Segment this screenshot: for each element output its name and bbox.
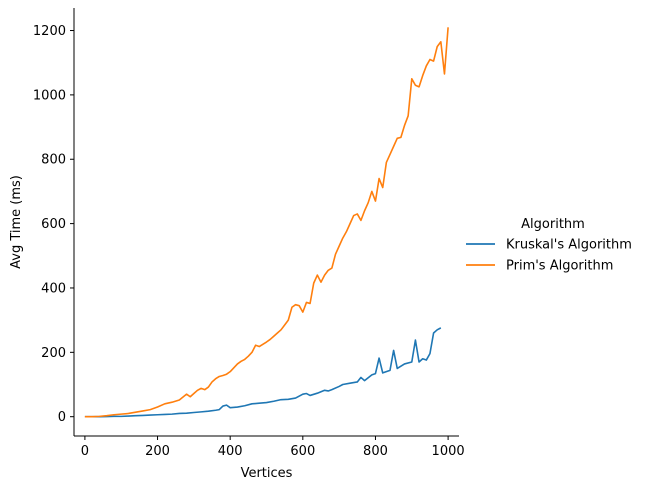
y-axis-title: Avg Time (ms) xyxy=(9,175,24,269)
legend-items: Kruskal's Algorithm Prim's Algorithm xyxy=(466,238,632,274)
series-line-0 xyxy=(84,327,442,418)
legend-title: Algorithm xyxy=(521,217,585,232)
x-tick-label: 200 xyxy=(145,444,170,459)
y-tick-label: 1200 xyxy=(33,24,66,39)
x-ticks: 0 200 400 600 800 1000 xyxy=(81,436,465,459)
x-tick-label: 400 xyxy=(218,444,243,459)
y-tick-label: 800 xyxy=(41,153,66,168)
x-axis-title: Vertices xyxy=(241,466,293,481)
y-tick-label: 1000 xyxy=(33,88,66,103)
legend-label-0: Kruskal's Algorithm xyxy=(506,238,632,253)
x-tick-label: 0 xyxy=(81,444,89,459)
y-tick-label: 0 xyxy=(58,410,66,425)
y-tick-label: 400 xyxy=(41,281,66,296)
y-ticks: 0 200 400 600 800 1000 1200 xyxy=(33,24,74,425)
x-tick-label: 600 xyxy=(290,444,315,459)
legend: Algorithm Kruskal's Algorithm Prim's Algo… xyxy=(466,217,632,274)
y-tick-label: 200 xyxy=(41,346,66,361)
y-tick-label: 600 xyxy=(41,217,66,232)
plot-area: 0 200 400 600 800 1000 1200 0 200 400 600 800 1000 xyxy=(33,8,465,459)
series-line-1 xyxy=(84,27,449,418)
series-lines xyxy=(84,27,449,418)
legend-label-1: Prim's Algorithm xyxy=(506,259,613,274)
x-tick-label: 800 xyxy=(363,444,388,459)
x-tick-label: 1000 xyxy=(432,444,465,459)
